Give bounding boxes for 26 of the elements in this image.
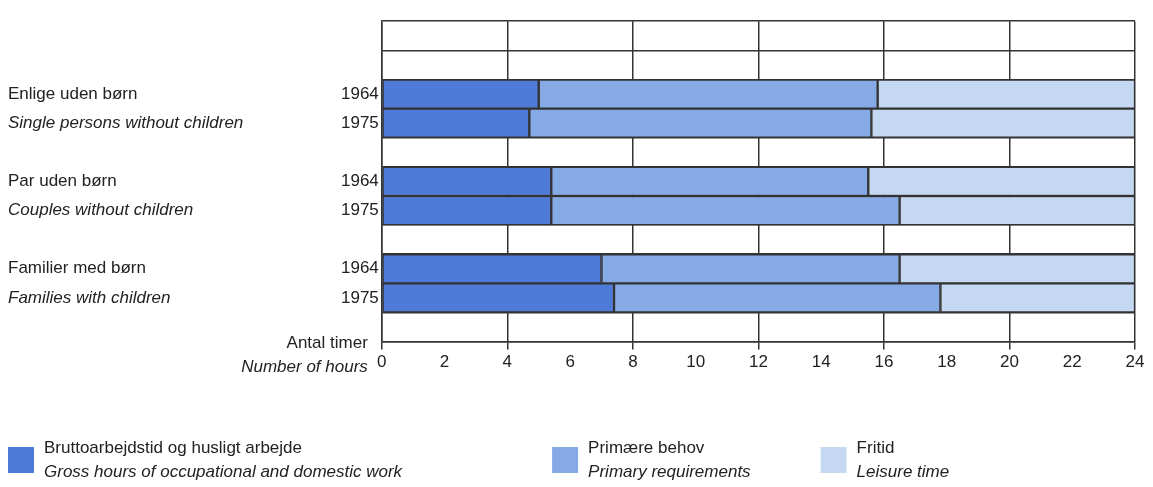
x-tick-label: 0 bbox=[377, 352, 387, 372]
x-tick-label: 12 bbox=[748, 352, 768, 372]
y-tick-label: 1964 bbox=[340, 258, 379, 278]
text: Par uden børn Couples without children bbox=[8, 171, 194, 220]
y-tick-label: 1975 bbox=[340, 112, 379, 132]
y-tick-label: 1964 bbox=[340, 171, 379, 191]
x-tick-label: 18 bbox=[937, 352, 957, 372]
legend-label: Fritid Leisure time bbox=[856, 437, 950, 481]
x-tick-label: 20 bbox=[1000, 352, 1019, 372]
x-tick-label: 6 bbox=[565, 352, 575, 372]
legend-label: Bruttoarbejdstid og husligt arbejde Gross hours of occupational and domestic work bbox=[44, 437, 404, 481]
legend-label: Primære behov Primary requirements bbox=[588, 437, 752, 481]
x-tick-label: 8 bbox=[628, 352, 638, 372]
x-axis-title: Antal timer Number of hours bbox=[241, 333, 369, 377]
text: Familier med børn Families with children bbox=[8, 258, 171, 307]
y-tick-label: 1964 bbox=[340, 83, 379, 103]
y-tick-label: 1975 bbox=[340, 200, 379, 220]
x-tick-label: 4 bbox=[502, 352, 513, 372]
text: Enlige uden børn Single persons without children bbox=[8, 83, 244, 132]
x-tick-label: 22 bbox=[1062, 352, 1082, 372]
x-tick-label: 14 bbox=[811, 352, 831, 372]
x-tick-label: 2 bbox=[439, 352, 450, 372]
y-tick-label: 1975 bbox=[340, 287, 379, 307]
x-tick-label: 10 bbox=[686, 352, 706, 372]
x-tick-label: 16 bbox=[874, 352, 894, 372]
x-tick-label: 24 bbox=[1125, 352, 1145, 372]
